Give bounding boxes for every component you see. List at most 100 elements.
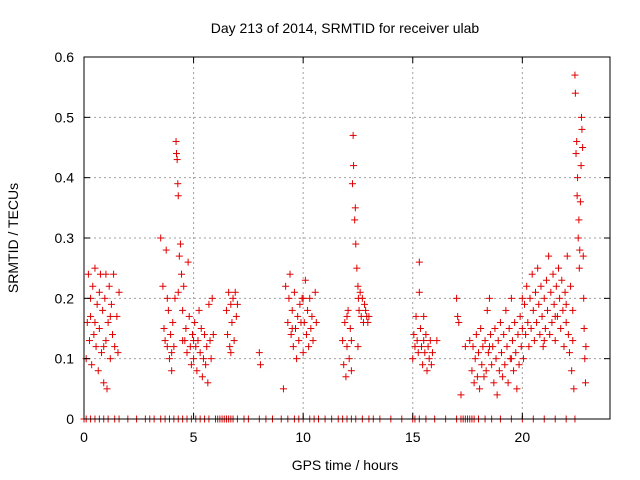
data-point: [485, 294, 493, 302]
data-point: [167, 331, 175, 339]
x-tick-label: 15: [405, 429, 421, 445]
data-point: [345, 355, 353, 363]
data-point: [526, 294, 534, 302]
data-point: [469, 343, 477, 351]
data-point: [93, 300, 101, 308]
x-tick-label: 10: [295, 429, 311, 445]
data-point: [529, 306, 537, 314]
data-point: [454, 312, 462, 320]
data-point: [579, 144, 587, 151]
data-point: [202, 361, 210, 369]
data-point: [581, 379, 589, 387]
data-point: [90, 331, 98, 339]
data-point: [169, 318, 177, 326]
data-point: [495, 367, 503, 375]
y-tick-label: 0.2: [55, 290, 75, 306]
data-point: [182, 325, 190, 332]
data-point: [522, 331, 530, 339]
data-point: [288, 325, 296, 332]
data-point: [349, 131, 357, 139]
data-point: [92, 343, 100, 351]
data-point: [580, 294, 588, 302]
data-point: [351, 216, 359, 224]
data-point: [284, 318, 292, 326]
data-point: [83, 318, 91, 326]
data-point: [412, 312, 420, 320]
data-point: [539, 343, 547, 351]
data-point: [113, 312, 121, 320]
data-point: [483, 306, 491, 314]
data-point: [540, 294, 548, 302]
data-point: [565, 349, 573, 357]
data-point: [94, 367, 102, 375]
data-point: [507, 294, 515, 302]
data-point: [503, 343, 511, 351]
data-point: [184, 258, 192, 266]
data-point: [548, 318, 556, 326]
data-point: [225, 288, 233, 296]
data-point: [102, 270, 110, 278]
data-point: [307, 325, 315, 332]
data-point: [538, 312, 546, 320]
data-point: [494, 337, 502, 345]
data-point: [551, 337, 559, 345]
data-point: [174, 180, 182, 188]
data-point: [88, 361, 96, 369]
data-point: [427, 361, 435, 369]
data-point: [361, 300, 369, 308]
x-axis-label: GPS time / hours: [292, 457, 399, 473]
data-point: [478, 361, 486, 369]
data-point: [471, 355, 479, 363]
data-point: [352, 240, 360, 248]
data-point: [551, 312, 559, 320]
data-point: [476, 385, 484, 393]
data-point: [554, 264, 562, 272]
data-point: [562, 300, 570, 308]
data-point: [196, 349, 204, 357]
data-point: [558, 276, 566, 284]
data-point: [305, 343, 313, 351]
data-point: [180, 282, 188, 290]
data-point: [168, 349, 176, 357]
data-point: [91, 264, 99, 272]
data-point: [576, 246, 584, 254]
data-point: [188, 331, 196, 339]
data-point: [104, 318, 112, 326]
data-point: [340, 361, 348, 369]
data-point: [579, 252, 587, 260]
data-point: [179, 337, 187, 345]
data-point: [576, 198, 584, 206]
data-point: [343, 312, 351, 320]
data-point: [475, 349, 482, 357]
data-point: [161, 337, 169, 345]
data-point: [424, 343, 432, 351]
data-point: [168, 367, 176, 375]
data-point: [574, 174, 582, 182]
data-point: [540, 337, 548, 345]
data-point: [282, 282, 290, 290]
data-point: [300, 318, 308, 326]
data-point: [185, 312, 193, 320]
data-point: [580, 325, 588, 332]
data-point: [209, 331, 217, 339]
data-point: [190, 337, 198, 345]
data-point: [552, 282, 560, 290]
data-point: [311, 288, 319, 296]
data-point: [501, 361, 509, 369]
data-point: [472, 331, 480, 339]
data-point: [508, 337, 516, 345]
data-point: [229, 294, 237, 302]
data-point: [105, 282, 113, 290]
data-point: [466, 337, 474, 345]
data-point: [306, 294, 314, 302]
data-point: [491, 325, 499, 332]
data-point: [562, 318, 570, 326]
data-point: [484, 349, 492, 357]
data-point: [479, 343, 487, 351]
data-point: [294, 312, 302, 320]
data-point: [256, 361, 264, 369]
data-point: [482, 367, 490, 375]
data-point: [422, 331, 430, 339]
data-point: [409, 355, 417, 363]
data-point: [308, 312, 316, 320]
